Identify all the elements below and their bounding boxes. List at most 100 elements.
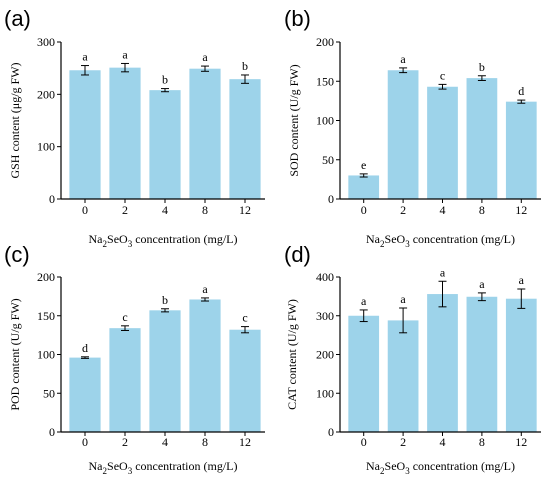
significance-letter: b (242, 59, 248, 73)
x-axis-label-subscript: 3 (405, 466, 410, 476)
significance-letter: b (162, 293, 168, 307)
x-axis-label-subscript: 2 (380, 239, 385, 249)
significance-letter: d (82, 341, 88, 355)
x-tick-label: 8 (202, 435, 208, 449)
x-tick-label: 0 (82, 435, 88, 449)
x-tick-label: 12 (239, 203, 251, 217)
y-tick-label: 0 (49, 192, 55, 206)
panel-label: (a) (4, 6, 31, 31)
error-bar (81, 65, 89, 76)
error-bar (438, 280, 447, 308)
y-tick-label: 100 (316, 114, 334, 128)
x-axis-label-part: concentration (mg/L) (132, 459, 237, 473)
bar (229, 79, 261, 199)
error-bar (477, 292, 486, 302)
error-bar (517, 99, 526, 104)
significance-letter: e (361, 158, 366, 172)
x-axis-label-subscript: 3 (128, 466, 133, 476)
x-tick-label: 2 (400, 203, 406, 217)
bar (466, 296, 498, 432)
x-tick-label: 8 (479, 203, 485, 217)
significance-letter: a (519, 273, 525, 287)
y-tick-label: 150 (316, 74, 334, 88)
x-tick-label: 4 (440, 203, 446, 217)
panel-label: (d) (284, 242, 311, 267)
x-tick-label: 0 (361, 435, 367, 449)
y-tick-label: 100 (316, 386, 334, 400)
bar (109, 328, 141, 432)
x-tick-label: 8 (202, 203, 208, 217)
y-tick-label: 200 (316, 348, 334, 362)
bar (348, 175, 380, 199)
significance-letter: b (479, 60, 485, 74)
significance-letter: a (361, 294, 367, 308)
chart-panel-3: (c) d 0 c 2 b 4 a 8 c 12 0 50 100 150 200 POD content (U… (4, 242, 265, 476)
x-tick-label: 12 (515, 435, 527, 449)
error-bar (201, 297, 209, 302)
significance-letter: a (122, 47, 128, 61)
error-bar (241, 326, 249, 334)
x-axis-label-part: Na (89, 459, 104, 473)
bar (505, 101, 537, 199)
significance-letter: a (440, 265, 446, 279)
y-tick-label: 100 (37, 140, 55, 154)
panel-label: (b) (284, 6, 311, 31)
x-tick-label: 4 (162, 203, 168, 217)
x-tick-label: 12 (239, 435, 251, 449)
x-axis-label-part: SeO (107, 459, 128, 473)
x-axis-label: Na2SeO3 concentration (mg/L) (366, 459, 515, 476)
y-tick-label: 0 (328, 425, 334, 439)
x-axis-label-subscript: 3 (405, 239, 410, 249)
x-axis-label-subscript: 3 (128, 239, 133, 249)
y-tick-label: 200 (316, 35, 334, 49)
x-axis-label-part: concentration (mg/L) (132, 232, 237, 246)
error-bar (477, 75, 486, 81)
significance-letter: a (400, 52, 406, 66)
x-axis-label-part: concentration (mg/L) (410, 459, 515, 473)
x-axis-label-subscript: 2 (380, 466, 385, 476)
y-tick-label: 50 (322, 153, 334, 167)
y-tick-label: 100 (37, 348, 55, 362)
bar (69, 70, 101, 199)
significance-letter: c (440, 68, 445, 82)
x-tick-label: 4 (162, 435, 168, 449)
x-axis-label: Na2SeO3 concentration (mg/L) (89, 459, 238, 476)
y-axis-label: GSH content (μg/g FW) (8, 62, 22, 178)
y-axis-label: CAT content (U/g FW) (285, 299, 299, 410)
y-tick-label: 300 (37, 35, 55, 49)
y-tick-label: 0 (49, 425, 55, 439)
error-bar (81, 356, 89, 359)
x-axis-label-part: concentration (mg/L) (410, 232, 515, 246)
error-bar (121, 62, 129, 73)
bar (229, 329, 261, 432)
error-bar (161, 88, 169, 93)
x-tick-label: 8 (479, 435, 485, 449)
bar (109, 67, 141, 199)
bar (149, 310, 181, 432)
error-bar (438, 83, 447, 90)
panel-label: (c) (4, 242, 30, 267)
x-tick-label: 2 (122, 435, 128, 449)
y-tick-label: 400 (316, 270, 334, 284)
error-bar (161, 308, 169, 313)
bar (189, 299, 221, 432)
chart-panel-2: (b) e 0 a 2 c 4 b 8 d 12 0 50 100 150 200 SOD content (U… (284, 6, 541, 249)
significance-letter: a (400, 292, 406, 306)
error-bar (241, 74, 249, 84)
x-axis-label-part: Na (89, 232, 104, 246)
bar (387, 70, 419, 199)
bar (69, 357, 101, 432)
bar (149, 90, 181, 199)
error-bar (201, 65, 209, 72)
bar (505, 298, 537, 432)
chart-panel-4: (d) a 0 a 2 a 4 a 8 a 12 0 100 200 300 400 CAT content (… (284, 242, 541, 476)
error-bar (517, 288, 526, 309)
error-bar (359, 173, 368, 178)
x-tick-label: 12 (515, 203, 527, 217)
x-axis-label-part: SeO (385, 232, 406, 246)
x-tick-label: 4 (440, 435, 446, 449)
significance-letter: b (162, 73, 168, 87)
significance-letter: d (518, 84, 524, 98)
error-bar (121, 325, 129, 331)
y-tick-label: 200 (37, 87, 55, 101)
